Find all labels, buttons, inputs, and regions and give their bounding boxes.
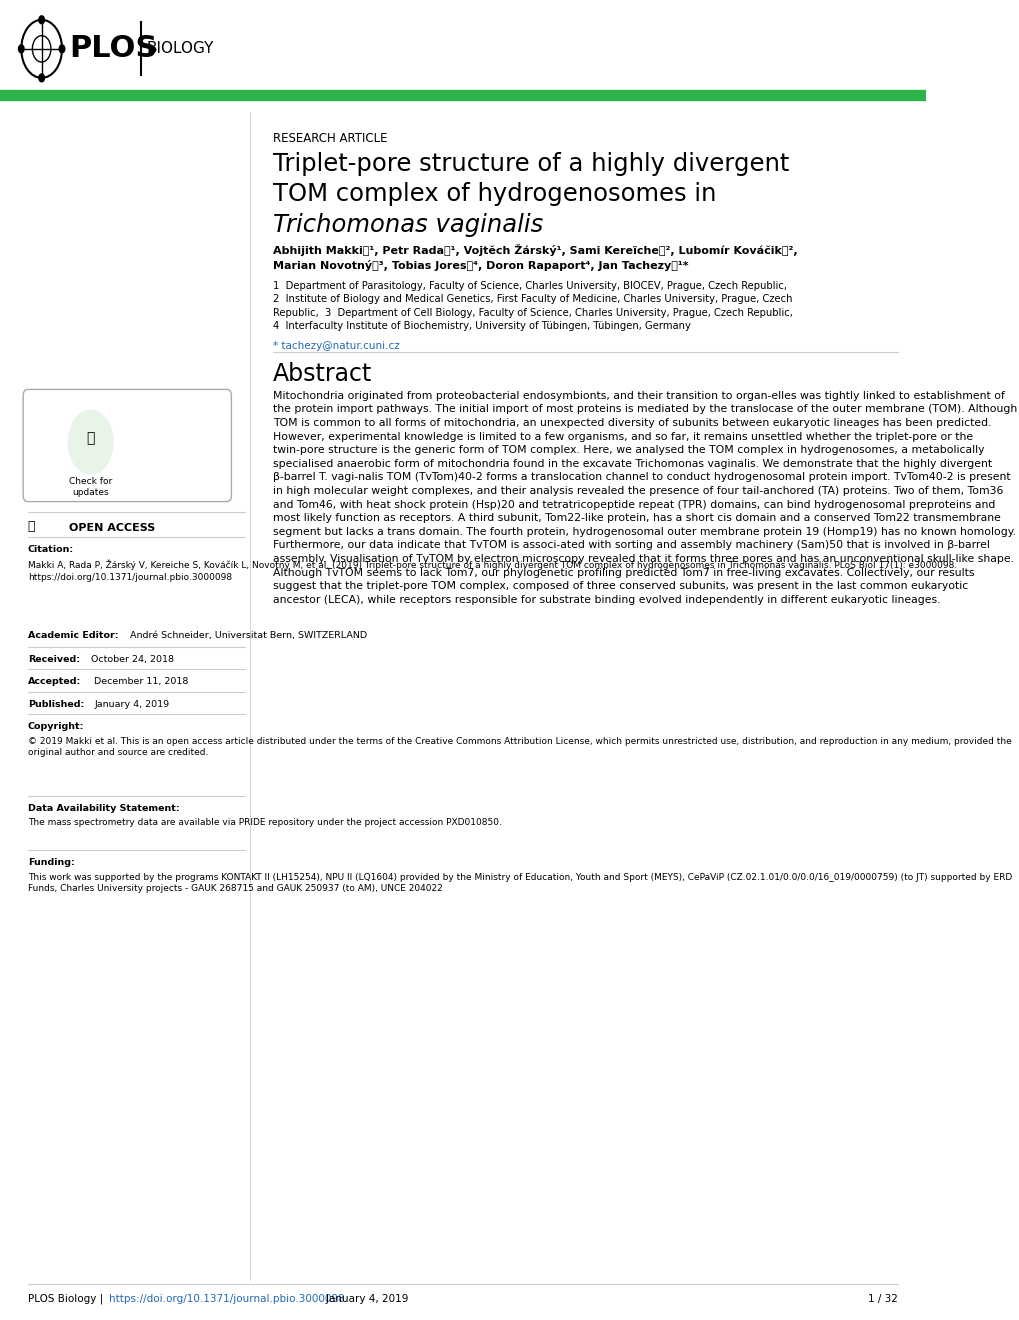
Text: André Schneider, Universitat Bern, SWITZERLAND: André Schneider, Universitat Bern, SWITZ… — [129, 631, 367, 640]
Text: Received:: Received: — [28, 655, 79, 664]
Text: December 11, 2018: December 11, 2018 — [95, 677, 189, 686]
Text: October 24, 2018: October 24, 2018 — [91, 655, 173, 664]
Text: Republic,  3  Department of Cell Biology, Faculty of Science, Charles University: Republic, 3 Department of Cell Biology, … — [273, 308, 792, 318]
Text: January 4, 2019: January 4, 2019 — [313, 1294, 408, 1304]
Text: PLOS Biology |: PLOS Biology | — [28, 1294, 106, 1304]
Circle shape — [39, 74, 45, 82]
Text: RESEARCH ARTICLE: RESEARCH ARTICLE — [273, 132, 387, 145]
Text: https://doi.org/10.1371/journal.pbio.3000098: https://doi.org/10.1371/journal.pbio.300… — [109, 1294, 344, 1304]
Text: PLOS: PLOS — [69, 34, 158, 63]
Text: Citation:: Citation: — [28, 545, 73, 554]
Text: Triplet-pore structure of a highly divergent: Triplet-pore structure of a highly diver… — [273, 152, 789, 176]
Text: BIOLOGY: BIOLOGY — [146, 41, 213, 57]
Text: Abstract: Abstract — [273, 362, 372, 385]
Text: Abhijith Makkiⓘ¹, Petr Radaⓘ¹, Vojtěch Žárský¹, Sami Kereïcheⓘ², Lubomír Kováčik: Abhijith Makkiⓘ¹, Petr Radaⓘ¹, Vojtěch Ž… — [273, 244, 797, 256]
FancyBboxPatch shape — [23, 389, 231, 502]
Text: January 4, 2019: January 4, 2019 — [95, 700, 169, 709]
Text: Academic Editor:: Academic Editor: — [28, 631, 118, 640]
Text: Makki A, Rada P, Žárský V, Kereiche S, Kováčík L, Novotný M, et al. (2019) Tripl: Makki A, Rada P, Žárský V, Kereiche S, K… — [28, 560, 956, 582]
Text: Marian Novotnýⓘ³, Tobias Joresⓘ⁴, Doron Rapaport⁴, Jan Tachezyⓘ¹*: Marian Novotnýⓘ³, Tobias Joresⓘ⁴, Doron … — [273, 260, 688, 271]
Text: Data Availability Statement:: Data Availability Statement: — [28, 804, 179, 813]
Circle shape — [68, 411, 113, 474]
Text: This work was supported by the programs KONTAKT II (LH15254), NPU II (LQ1604) pr: This work was supported by the programs … — [28, 873, 1011, 894]
Circle shape — [39, 16, 45, 24]
Text: The mass spectrometry data are available via PRIDE repository under the project : The mass spectrometry data are available… — [28, 818, 501, 828]
Text: 🔓: 🔓 — [28, 520, 36, 533]
Circle shape — [59, 45, 65, 53]
Text: Check for: Check for — [69, 477, 112, 486]
Text: 4  Interfaculty Institute of Biochemistry, University of Tübingen, Tübingen, Ger: 4 Interfaculty Institute of Biochemistry… — [273, 321, 690, 331]
Text: © 2019 Makki et al. This is an open access article distributed under the terms o: © 2019 Makki et al. This is an open acce… — [28, 737, 1011, 758]
Text: 1 / 32: 1 / 32 — [867, 1294, 897, 1304]
Text: updates: updates — [72, 488, 109, 498]
Text: 🔒: 🔒 — [87, 432, 95, 445]
Text: Mitochondria originated from proteobacterial endosymbionts, and their transition: Mitochondria originated from proteobacte… — [273, 391, 1016, 605]
Text: OPEN ACCESS: OPEN ACCESS — [69, 523, 156, 533]
Text: 1  Department of Parasitology, Faculty of Science, Charles University, BIOCEV, P: 1 Department of Parasitology, Faculty of… — [273, 281, 787, 292]
Text: Trichomonas vaginalis: Trichomonas vaginalis — [273, 213, 543, 236]
Bar — [0, 90, 925, 100]
Text: * tachezy@natur.cuni.cz: * tachezy@natur.cuni.cz — [273, 341, 399, 351]
Text: Published:: Published: — [28, 700, 84, 709]
Circle shape — [18, 45, 24, 53]
Text: Funding:: Funding: — [28, 858, 74, 867]
Text: Accepted:: Accepted: — [28, 677, 81, 686]
Text: 2  Institute of Biology and Medical Genetics, First Faculty of Medicine, Charles: 2 Institute of Biology and Medical Genet… — [273, 294, 792, 305]
Text: Copyright:: Copyright: — [28, 722, 84, 731]
Text: TOM complex of hydrogenosomes in: TOM complex of hydrogenosomes in — [273, 182, 715, 206]
